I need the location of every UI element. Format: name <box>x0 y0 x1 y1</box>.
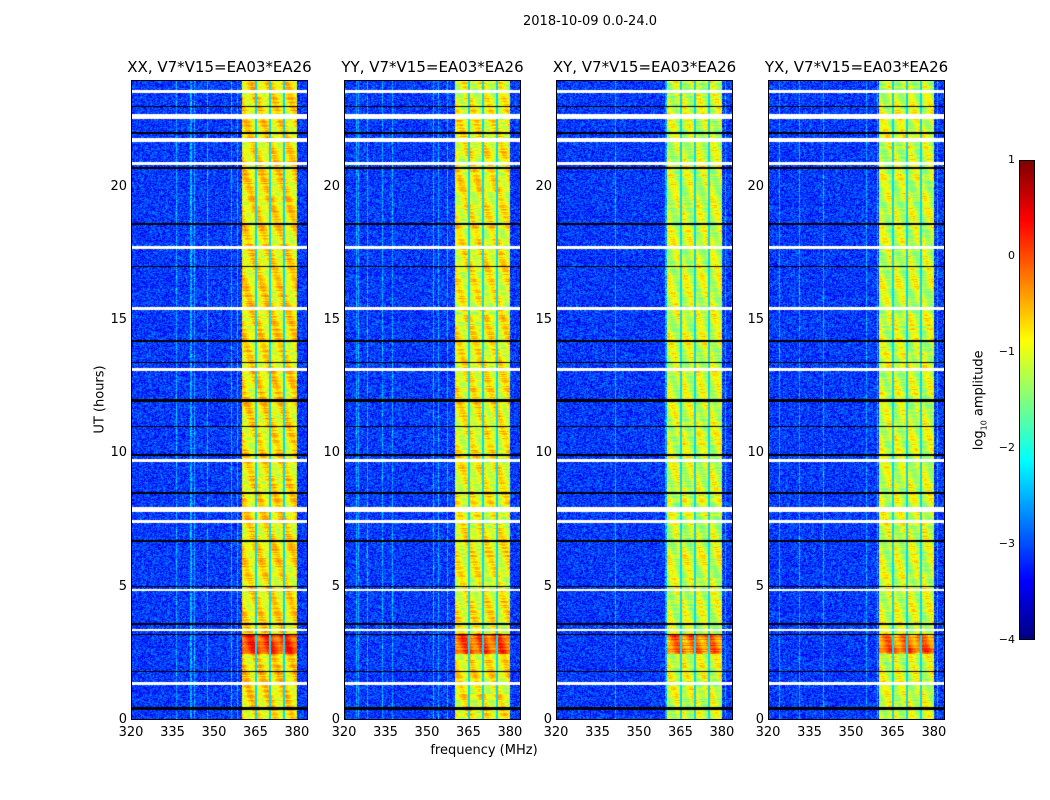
colorbar-frame <box>1019 160 1035 640</box>
colorbar-tick-label: −3 <box>998 537 1015 550</box>
x-tick-label: 350 <box>201 725 227 740</box>
x-tick-label: 365 <box>668 725 693 740</box>
x-tick-label: 320 <box>331 725 357 740</box>
x-tick-label: 380 <box>497 725 523 740</box>
axes-frame <box>131 80 308 720</box>
colorbar-label-base: 10 <box>979 420 989 431</box>
spectrogram-panel-3: XY, V7*V15=EA03*EA26 320 335 350 365 380 0 5 10 1… <box>535 58 736 740</box>
y-tick-label: 15 <box>323 312 340 327</box>
spectrogram-panel-4: YX, V7*V15=EA03*EA26 320 335 350 365 380 0 5 10 1… <box>747 58 948 740</box>
colorbar-label: log10 amplitude <box>972 340 989 460</box>
colorbar-tick-label: 1 <box>1008 153 1015 166</box>
x-tick-label: 335 <box>585 725 610 740</box>
y-tick-label: 5 <box>331 578 340 594</box>
panel-title: XX, V7*V15=EA03*EA26 <box>127 58 312 76</box>
colorbar-tick-label: −4 <box>998 633 1015 646</box>
x-tick-label: 320 <box>755 725 781 740</box>
y-tick-label: 0 <box>118 712 127 727</box>
y-tick-label: 20 <box>323 178 340 194</box>
x-tick-label: 350 <box>838 725 864 740</box>
spectrogram-panel-2: YY, V7*V15=EA03*EA26 320 335 350 365 380 0 5 10 1… <box>323 58 523 740</box>
figure-title: 2018-10-09 0.0-24.0 <box>523 14 657 29</box>
colorbar-tick-label: 0 <box>1008 249 1015 262</box>
spectrogram-image <box>344 80 521 720</box>
spectrogram-image <box>556 80 733 720</box>
colorbar-tick-label: −1 <box>998 345 1015 358</box>
colorbar-gradient <box>1019 160 1035 640</box>
y-tick-label: 20 <box>535 178 552 194</box>
y-tick-label: 20 <box>110 178 127 194</box>
panel-title: XY, V7*V15=EA03*EA26 <box>552 58 737 76</box>
spectrogram-panel-1: XX, V7*V15=EA03*EA26 320 335 350 365 380 0 5 10 1… <box>110 58 311 740</box>
y-tick-label: 10 <box>110 445 127 461</box>
x-tick-label: 320 <box>543 725 569 740</box>
y-axis-label: UT (hours) <box>92 365 108 434</box>
y-tick-label: 0 <box>755 712 764 727</box>
y-tick-label: 5 <box>755 578 764 594</box>
spectrogram-image <box>131 80 308 720</box>
y-tick-label: 15 <box>747 312 764 327</box>
axes-frame <box>344 80 521 720</box>
spectrogram-image <box>768 80 945 720</box>
y-tick-label: 0 <box>543 712 552 727</box>
x-tick-label: 320 <box>118 725 144 740</box>
colorbar-label-suffix: amplitude <box>971 350 987 421</box>
x-tick-label: 365 <box>243 725 268 740</box>
y-tick-label: 10 <box>535 445 552 461</box>
x-tick-label: 380 <box>709 725 735 740</box>
x-tick-label: 380 <box>284 725 310 740</box>
x-tick-label: 380 <box>921 725 947 740</box>
colorbar: 1 0 −1 −2 −3 −4 <box>999 153 1035 646</box>
y-tick-label: 20 <box>747 178 764 194</box>
x-tick-label: 365 <box>456 725 481 740</box>
x-axis-label: frequency (MHz) <box>430 743 538 758</box>
y-tick-label: 5 <box>118 578 127 594</box>
x-tick-label: 350 <box>414 725 440 740</box>
x-tick-label: 335 <box>160 725 185 740</box>
colorbar-label-log: log <box>971 430 987 451</box>
panel-title: YX, V7*V15=EA03*EA26 <box>764 58 949 76</box>
x-tick-label: 350 <box>626 725 652 740</box>
y-tick-label: 10 <box>323 445 340 461</box>
panel-title: YY, V7*V15=EA03*EA26 <box>341 58 524 76</box>
y-tick-label: 10 <box>747 445 764 461</box>
y-tick-label: 15 <box>110 312 127 327</box>
axes-frame <box>768 80 945 720</box>
x-tick-label: 365 <box>880 725 905 740</box>
axes-frame <box>556 80 733 720</box>
y-tick-label: 5 <box>543 578 552 594</box>
colorbar-tick-label: −2 <box>998 441 1015 454</box>
x-tick-label: 335 <box>373 725 398 740</box>
y-tick-label: 0 <box>331 712 340 727</box>
x-tick-label: 335 <box>797 725 822 740</box>
y-tick-label: 15 <box>535 312 552 327</box>
